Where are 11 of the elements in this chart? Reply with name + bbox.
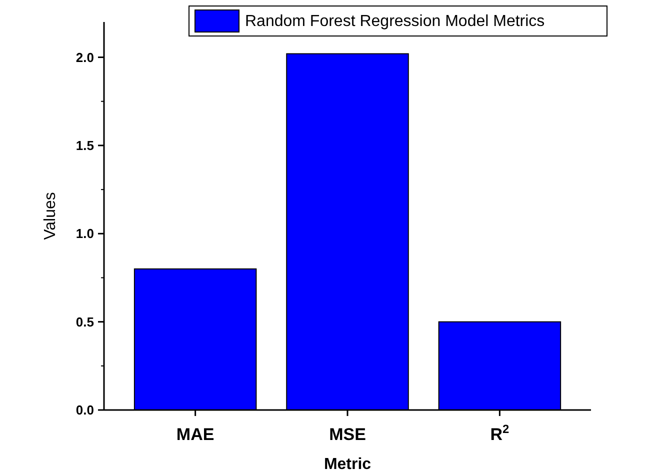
y-tick-label: 2.0	[76, 50, 94, 65]
x-tick-label: R$^{2}$	[490, 422, 510, 444]
x-tick-label: MAE	[176, 425, 214, 444]
x-axis-title: Metric	[324, 456, 372, 473]
y-tick-label: 1.5	[76, 138, 94, 154]
legend-label: Random Forest Regression Model Metrics	[245, 13, 545, 30]
y-axis-title: Values	[42, 192, 59, 240]
y-tick-label: 1.0	[76, 226, 94, 242]
y-tick-label: 0.5	[76, 314, 94, 330]
y-tick-label: 0.0	[76, 402, 94, 418]
x-tick-label: MSE	[329, 425, 366, 444]
